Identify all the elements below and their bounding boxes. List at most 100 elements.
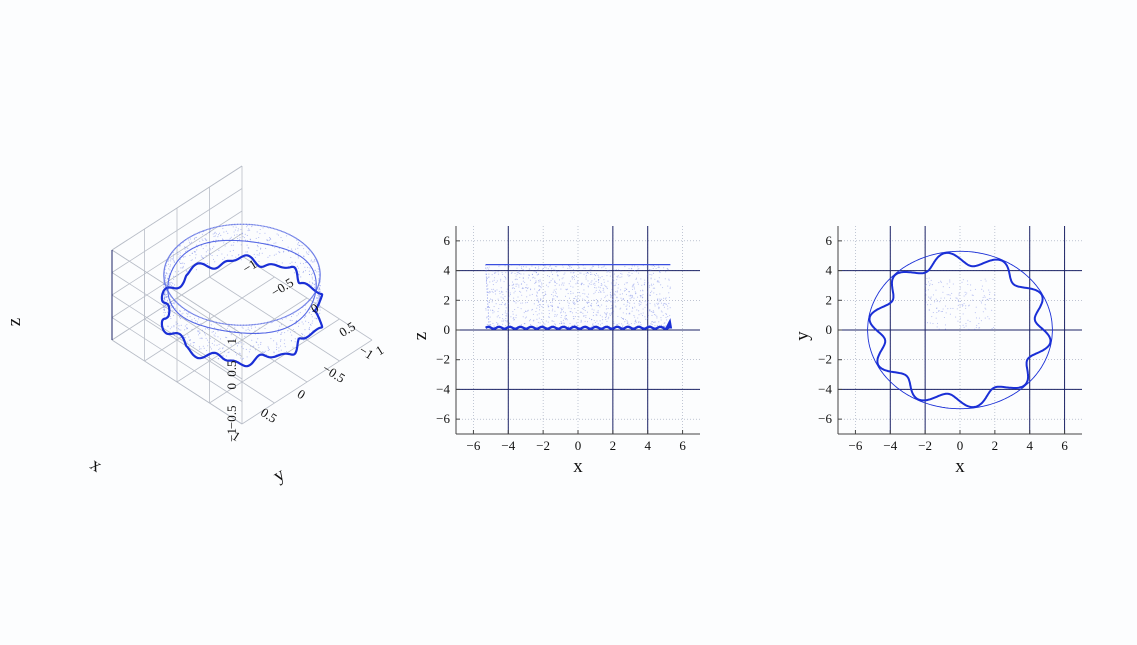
- scatter-point: [591, 303, 593, 305]
- scatter-point: [223, 344, 225, 346]
- scatter-point: [261, 322, 263, 325]
- z-tick-label: −0.5: [224, 406, 239, 430]
- scatter-point: [613, 321, 615, 323]
- scatter-point: [606, 270, 609, 272]
- scatter-point: [500, 287, 502, 289]
- scatter-point: [647, 301, 649, 303]
- scatter-point: [209, 337, 211, 339]
- scatter-point: [256, 231, 258, 233]
- scatter-point: [538, 285, 540, 287]
- scatter-point: [169, 315, 171, 317]
- scatter-point: [601, 304, 603, 306]
- scatter-point: [554, 280, 556, 282]
- scatter-point: [248, 223, 251, 226]
- scatter-point: [497, 298, 499, 300]
- scatter-point: [571, 324, 573, 327]
- scatter-point: [660, 324, 663, 326]
- scatter-point: [296, 238, 298, 240]
- scatter-point: [247, 230, 249, 232]
- scatter-point: [313, 260, 315, 262]
- scatter-point: [965, 323, 967, 325]
- scatter-point: [174, 275, 176, 277]
- scatter-point: [516, 273, 518, 275]
- scatter-point: [314, 270, 316, 272]
- scatter-point: [297, 243, 299, 245]
- scatter-point: [228, 340, 230, 342]
- scatter-point: [494, 272, 496, 274]
- scatter-point: [489, 298, 491, 300]
- x-tick-label: −2: [918, 438, 932, 453]
- scatter-point: [314, 258, 316, 261]
- scatter-point: [211, 254, 213, 257]
- scatter-point: [650, 278, 652, 280]
- scatter-point: [635, 292, 637, 294]
- scatter-point: [535, 270, 537, 273]
- scatter-point: [633, 283, 635, 285]
- scatter-point: [525, 270, 527, 272]
- scatter-point: [195, 233, 197, 235]
- scatter-point: [524, 281, 526, 283]
- scatter-point: [644, 282, 646, 284]
- scatter-point: [316, 271, 318, 273]
- scatter-point: [532, 313, 535, 315]
- scatter-point: [620, 307, 622, 309]
- scatter-point: [626, 323, 628, 325]
- scatter-point: [951, 292, 953, 294]
- scatter-point: [988, 318, 990, 320]
- scatter-point: [629, 275, 631, 277]
- scatter-point: [294, 261, 296, 263]
- y-tick-label: −6: [436, 411, 450, 426]
- scatter-point: [658, 281, 660, 283]
- scatter-point: [516, 271, 518, 274]
- scatter-point: [591, 273, 593, 275]
- scatter-point: [540, 318, 542, 321]
- scatter-point: [235, 226, 237, 228]
- scatter-point: [180, 267, 182, 269]
- scatter-point: [513, 297, 515, 299]
- scatter-point: [667, 308, 669, 310]
- scatter-point: [316, 318, 318, 320]
- scatter-point: [163, 275, 165, 277]
- scatter-point: [172, 258, 174, 260]
- scatter-point: [272, 227, 275, 230]
- scatter-point: [164, 296, 166, 299]
- scatter-point: [195, 319, 197, 322]
- scatter-point: [549, 281, 551, 283]
- scatter-point: [546, 284, 548, 286]
- scatter-point: [656, 315, 658, 317]
- scatter-point: [486, 323, 488, 326]
- scatter-point: [214, 232, 216, 234]
- scatter-point: [199, 240, 201, 242]
- scatter-point: [205, 229, 208, 231]
- scatter-point: [526, 290, 528, 292]
- scatter-point: [583, 306, 586, 308]
- scatter-point: [605, 267, 607, 269]
- scatter-point: [212, 258, 215, 260]
- scatter-point: [575, 322, 577, 324]
- scatter-point: [184, 337, 186, 339]
- scatter-point: [645, 304, 647, 306]
- scatter-point: [651, 323, 653, 326]
- scatter-point: [518, 286, 520, 288]
- scatter-point: [576, 324, 578, 326]
- scatter-point: [271, 320, 273, 323]
- scatter-point: [936, 322, 939, 324]
- scatter-point: [649, 310, 651, 312]
- scatter-point: [304, 329, 306, 331]
- scatter-point: [492, 291, 494, 293]
- scatter-point: [285, 315, 288, 317]
- scatter-point: [256, 254, 258, 256]
- scatter-point: [220, 328, 222, 330]
- scatter-point: [213, 235, 215, 238]
- scatter-point: [619, 276, 621, 278]
- scatter-point: [969, 321, 971, 323]
- scatter-point: [940, 281, 942, 283]
- scatter-point: [231, 255, 233, 257]
- scatter-point: [534, 282, 536, 284]
- scatter-point: [187, 310, 189, 312]
- scatter-point: [279, 340, 282, 342]
- scatter-point: [191, 259, 193, 261]
- scatter-point: [274, 247, 276, 249]
- scatter-point: [198, 330, 200, 332]
- scatter-point: [171, 326, 173, 328]
